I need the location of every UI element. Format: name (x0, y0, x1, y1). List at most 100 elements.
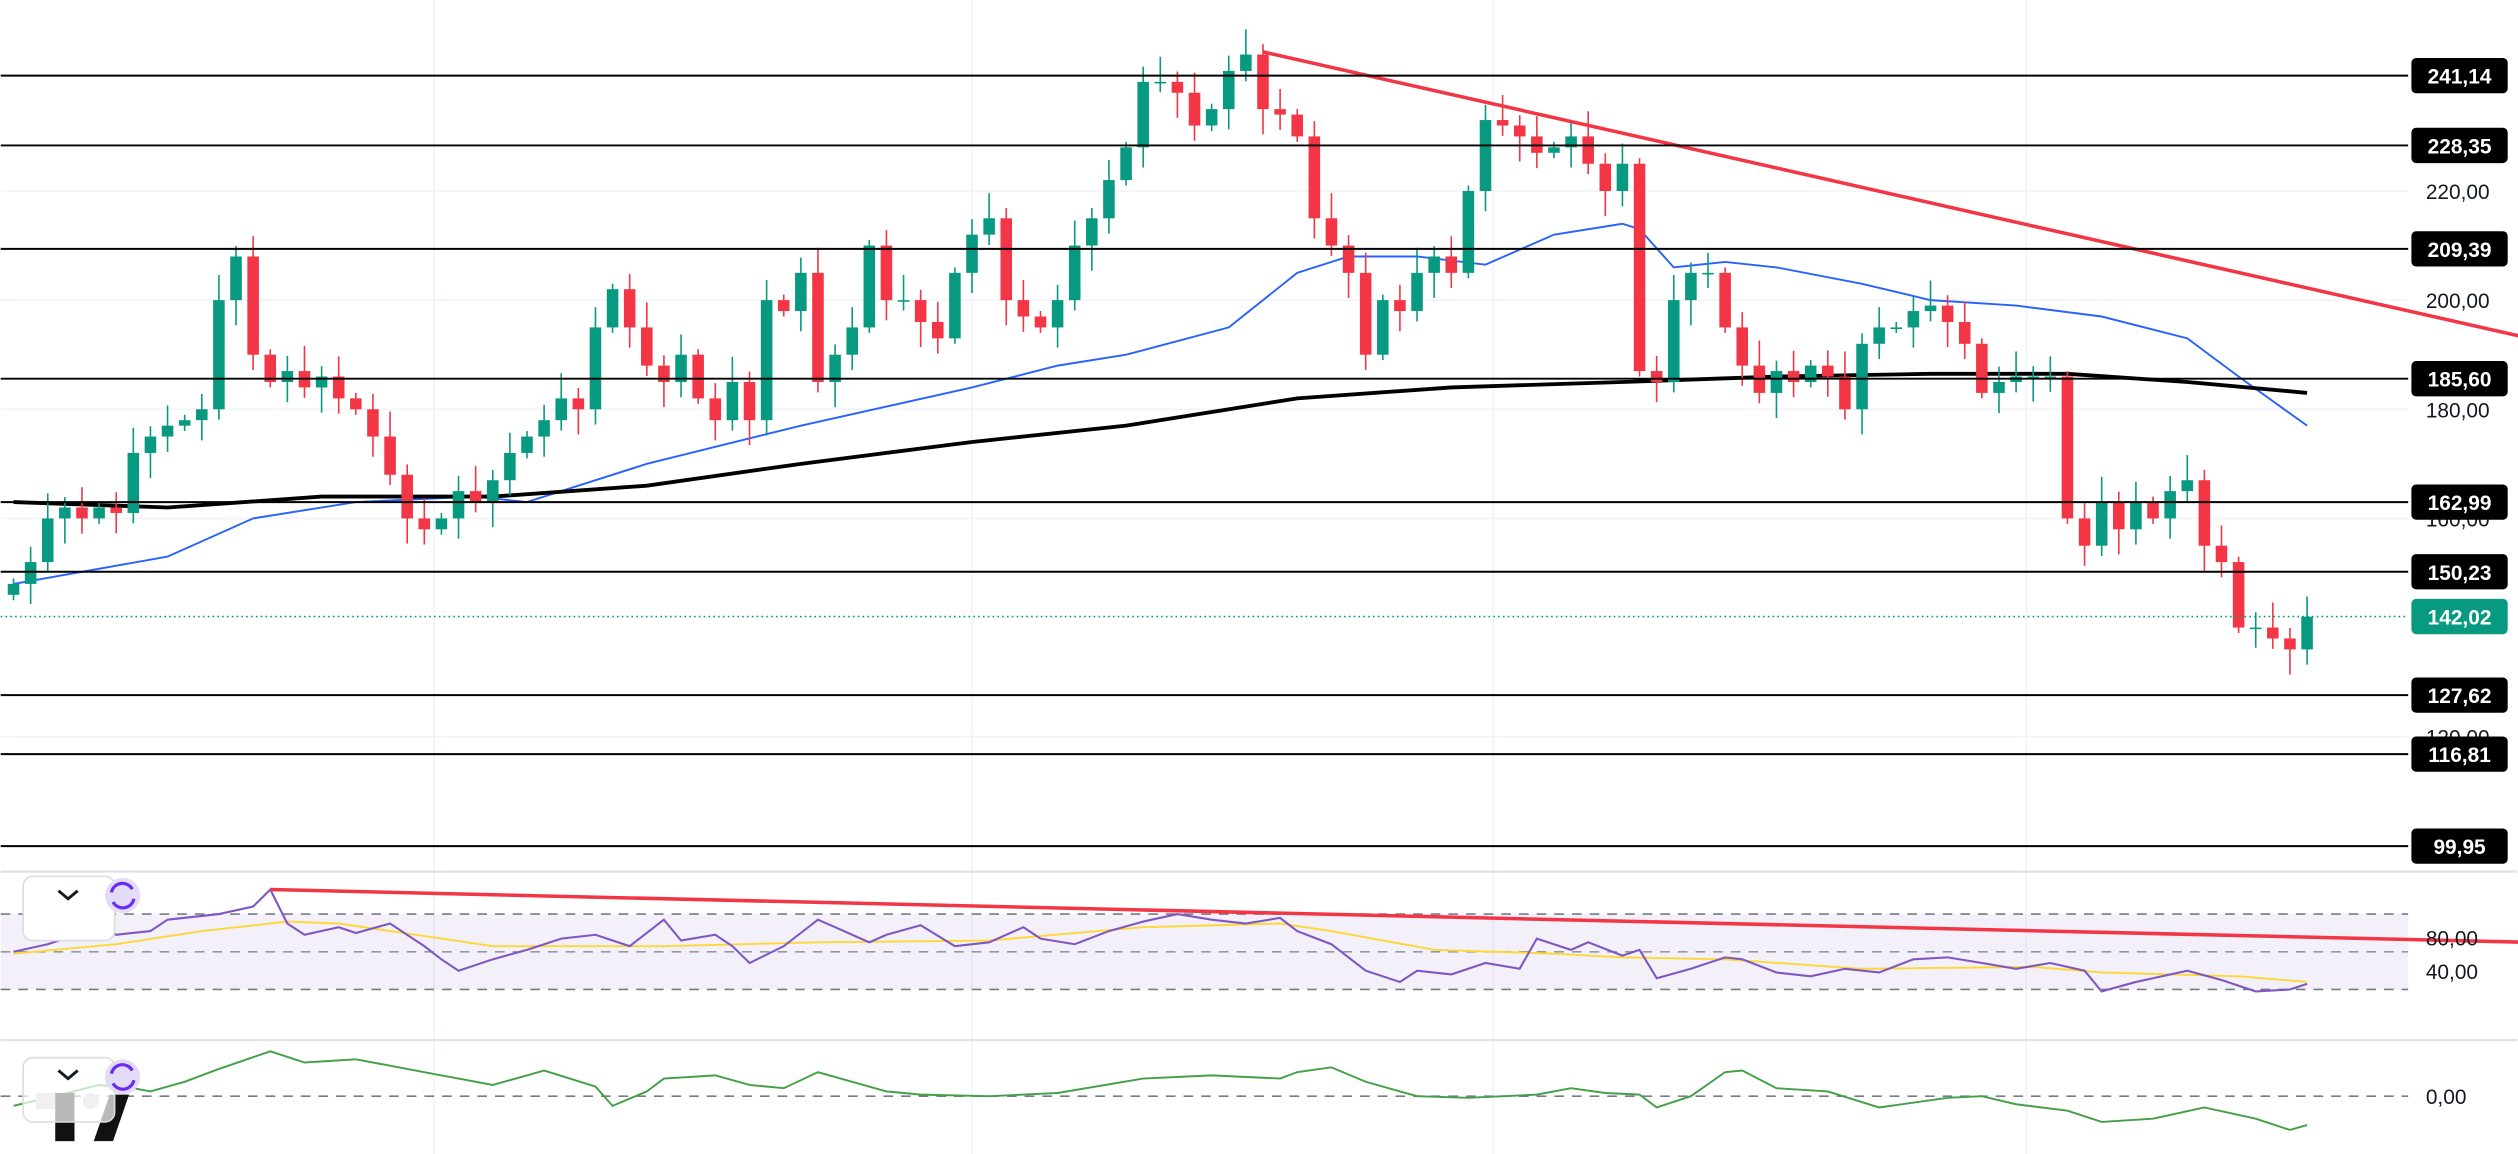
candle-down (247, 256, 259, 355)
candle-down (2215, 545, 2228, 563)
candle-up (2301, 616, 2313, 650)
candle-down (641, 327, 653, 366)
candle-down (1342, 245, 1355, 273)
candle-down (1822, 365, 1834, 377)
candle-down (1496, 120, 1509, 126)
candle-up (966, 234, 978, 273)
candle-up (897, 300, 910, 302)
candle-up (1222, 70, 1235, 110)
candle-down (418, 518, 431, 530)
level-label-box (2411, 736, 2508, 772)
candle-up (2130, 502, 2142, 530)
candle-up (452, 491, 465, 519)
candle-up (2044, 376, 2057, 379)
candle-up (846, 327, 858, 355)
candle-down (1308, 136, 1321, 219)
candle-down (2232, 562, 2245, 628)
level-label: 116,81 (2428, 744, 2491, 767)
rsi-refresh-button[interactable] (105, 877, 141, 914)
candle-down (1633, 163, 1646, 372)
candle-down (1599, 163, 1612, 191)
candle-up (829, 354, 841, 382)
momentum-refresh-button[interactable] (105, 1059, 141, 1095)
candle-up (521, 436, 533, 453)
candle-up (949, 272, 961, 339)
momentum-collapse-button[interactable] (22, 1056, 116, 1123)
candle-up (1377, 300, 1389, 355)
candle-up (1804, 365, 1817, 382)
candle-up (1428, 256, 1440, 273)
refresh-icon (109, 1063, 136, 1091)
level-label-box (2411, 361, 2508, 397)
level-label: 150,23 (2428, 562, 2492, 585)
candle-up (1890, 327, 1903, 330)
candle-down (1359, 272, 1372, 355)
level-label: 185,60 (2428, 369, 2492, 392)
candle-up (675, 354, 687, 382)
candle-down (692, 354, 704, 399)
candle-down (572, 398, 585, 410)
candle-down (2284, 638, 2296, 650)
rsi-tick-label: 80,00 (2426, 927, 2478, 950)
candle-up (1565, 136, 1577, 148)
level-label-box (2411, 57, 2508, 94)
candle-down (1650, 371, 1663, 382)
level-label-box (2411, 231, 2508, 267)
candle-up (1770, 371, 1783, 393)
level-label: 99,95 (2433, 836, 2486, 859)
rsi-collapse-button[interactable] (22, 875, 116, 942)
candle-up (1137, 81, 1149, 148)
level-label: 162,99 (2428, 492, 2492, 515)
chevron-down-icon (57, 889, 79, 901)
level-label: 209,39 (2428, 239, 2492, 262)
candle-up (2027, 376, 2039, 379)
candle-down (2078, 518, 2091, 546)
level-label-box (2411, 484, 2508, 520)
candle-down (1719, 272, 1731, 328)
candle-up (1051, 300, 1064, 328)
candle-up (2249, 627, 2262, 630)
level-label: 241,14 (2428, 66, 2492, 89)
candle-up (983, 218, 995, 235)
candle-down (1325, 218, 1338, 246)
candle-up (213, 300, 225, 410)
candle-down (812, 272, 824, 382)
candle-up (2164, 491, 2176, 519)
candle-up (1120, 147, 1132, 181)
candle-down (469, 491, 482, 503)
level-label-box (2411, 554, 2508, 590)
candle-down (914, 300, 927, 322)
candle-up (178, 420, 191, 426)
candle-up (1205, 109, 1218, 126)
candle-up (538, 420, 550, 437)
candle-up (486, 480, 499, 503)
candle-down (110, 507, 122, 513)
ma-slow-line (13, 371, 2308, 510)
candle-up (555, 398, 568, 421)
candle-up (726, 381, 739, 421)
candle-up (1068, 245, 1081, 301)
candle-up (127, 452, 140, 513)
candle-down (2198, 480, 2211, 546)
candle-up (1873, 327, 1885, 344)
candle-up (41, 518, 54, 563)
candle-down (367, 409, 379, 437)
candle-up (1616, 163, 1629, 191)
candle-up (281, 371, 294, 382)
candle-up (24, 562, 37, 584)
candle-down (384, 436, 396, 475)
candle-down (1976, 343, 1988, 393)
candle-down (1017, 300, 1030, 317)
momentum-pane: 0,00 (0, 1050, 2466, 1131)
candle-up (2181, 480, 2194, 492)
candle-up (2095, 502, 2108, 546)
last-price-label: 142,02 (2428, 607, 2492, 630)
candle-up (589, 327, 602, 410)
candle-down (1274, 109, 1286, 115)
candle-up (1462, 190, 1475, 273)
candle-up (144, 436, 157, 453)
candle-down (1958, 321, 1971, 344)
candle-up (760, 300, 773, 421)
